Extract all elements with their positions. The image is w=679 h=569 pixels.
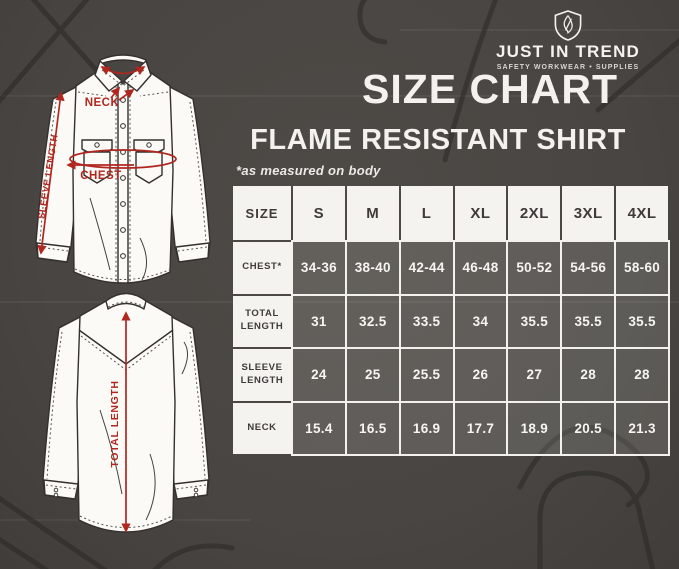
value-neck-xl: 17.7	[452, 400, 509, 456]
value-chest-3xl: 54-56	[560, 240, 617, 296]
size-column-header-3xl: 3XL	[562, 186, 615, 240]
front-right-sleeve	[167, 85, 211, 263]
value-total-length-2xl: 35.5	[506, 293, 563, 349]
size-header-row: S M L XL 2XL 3XL 4XL	[293, 186, 668, 240]
brand-tagline: SAFETY WORKWEAR • SUPPLIES	[496, 63, 640, 71]
size-corner-header: SIZE	[233, 186, 291, 240]
row-label-chest: CHEST*	[233, 242, 291, 294]
value-sleeve-length-s: 24	[291, 347, 347, 403]
neck-measure-label: NECK	[85, 97, 120, 109]
value-chest-4xl: 58-60	[614, 240, 670, 296]
value-total-length-l: 33.5	[398, 293, 455, 349]
value-chest-s: 34-36	[291, 240, 347, 296]
size-chart-table: SIZE S M L XL 2XL 3XL 4XL CHEST* TOTAL LENGTH SL…	[233, 186, 670, 456]
size-column-header-m: M	[346, 186, 399, 240]
back-left-cuff	[43, 479, 79, 500]
chest-measure-label: CHEST	[80, 170, 121, 182]
value-sleeve-length-3xl: 28	[560, 347, 617, 403]
value-neck-m: 16.5	[344, 400, 401, 456]
total-length-measure-label: TOTAL LENGTH	[109, 380, 121, 467]
size-column-header-l: L	[400, 186, 453, 240]
value-chest-l: 42-44	[398, 240, 455, 296]
size-data-grid: 34-36 38-40 42-44 46-48 50-52 54-56 58-60 31 32.…	[291, 240, 670, 456]
value-chest-xl: 46-48	[452, 240, 509, 296]
value-total-length-s: 31	[291, 293, 347, 349]
front-left-sleeve	[35, 85, 79, 263]
value-sleeve-length-xl: 26	[452, 347, 509, 403]
measurement-note: *as measured on body	[236, 163, 381, 178]
value-total-length-3xl: 35.5	[560, 293, 617, 349]
front-shirt-illustration: NECK CHEST SLEEVE LENGTH	[35, 54, 211, 284]
size-column-header-xl: XL	[454, 186, 507, 240]
shield-flame-icon	[554, 10, 582, 41]
row-label-sleeve-length: SLEEVE LENGTH	[233, 349, 291, 401]
value-sleeve-length-4xl: 28	[614, 347, 670, 403]
front-right-cuff	[175, 242, 210, 263]
value-chest-m: 38-40	[344, 240, 401, 296]
row-label-total-length: TOTAL LENGTH	[233, 295, 291, 347]
value-sleeve-length-m: 25	[344, 347, 401, 403]
value-neck-4xl: 21.3	[614, 400, 670, 456]
back-shirt-illustration: TOTAL LENGTH	[42, 292, 210, 533]
value-neck-2xl: 18.9	[506, 400, 563, 456]
size-column-header-2xl: 2XL	[508, 186, 561, 240]
product-subtitle: FLAME RESISTANT SHIRT	[250, 124, 626, 156]
back-right-cuff	[173, 479, 209, 500]
value-total-length-4xl: 35.5	[614, 293, 670, 349]
value-sleeve-length-l: 25.5	[398, 347, 455, 403]
value-sleeve-length-2xl: 27	[506, 347, 563, 403]
brand-name: JUST IN TREND	[495, 42, 641, 61]
back-left-sleeve	[42, 315, 83, 500]
back-collar	[105, 292, 147, 310]
value-total-length-xl: 34	[452, 293, 509, 349]
value-chest-2xl: 50-52	[506, 240, 563, 296]
value-neck-3xl: 20.5	[560, 400, 617, 456]
size-column-header-4xl: 4XL	[616, 186, 668, 240]
row-label-neck: NECK	[233, 402, 291, 454]
back-right-sleeve	[169, 315, 210, 500]
brand-logo: JUST IN TREND SAFETY WORKWEAR • SUPPLIES	[478, 10, 658, 71]
measurement-label-column: CHEST* TOTAL LENGTH SLEEVE LENGTH NECK	[233, 242, 291, 454]
page-title: SIZE CHART	[362, 66, 618, 112]
value-neck-l: 16.9	[398, 400, 455, 456]
value-neck-s: 15.4	[291, 400, 347, 456]
size-column-header-s: S	[293, 186, 345, 240]
value-total-length-m: 32.5	[344, 293, 401, 349]
